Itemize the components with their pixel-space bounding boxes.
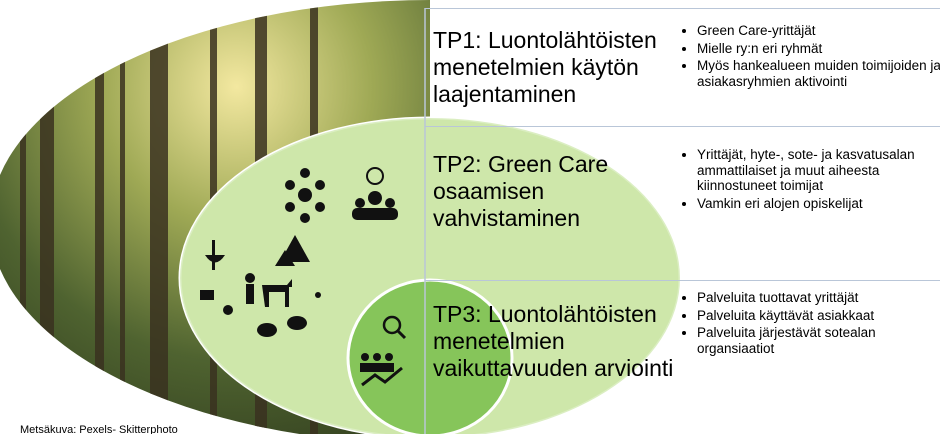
bullets: Palveluita tuottavat yrittäjät Palveluita… (687, 290, 940, 358)
bullets: Yrittäjät, hyte-, sote- ja kasvatusalan … (687, 147, 940, 213)
row: TP1: Luontolähtöisten menetelmien käytön… (425, 8, 940, 126)
row: TP3: Luontolähtöisten menetelmien vaikut… (425, 280, 940, 432)
row: TP2: Green Care osaamisen vahvistaminen … (425, 126, 940, 280)
row-title: TP3: Luontolähtöisten menetelmien vaikut… (433, 301, 681, 382)
bullet: Palveluita käyttävät asiakkaat (697, 308, 940, 324)
bullet: Yrittäjät, hyte-, sote- ja kasvatusalan … (697, 147, 940, 194)
bullets: Green Care-yrittäjät Mielle ry:n eri ryhm… (687, 23, 940, 91)
bullet: Palveluita tuottavat yrittäjät (697, 290, 940, 306)
caption: Metsäkuva: Pexels- Skitterphoto (20, 424, 178, 434)
bullet: Green Care-yrittäjät (697, 23, 940, 39)
bullet: Palveluita järjestävät sotealan organsia… (697, 325, 940, 356)
bullet: Mielle ry:n eri ryhmät (697, 41, 940, 57)
row-title: TP1: Luontolähtöisten menetelmien käytön… (433, 27, 681, 108)
bullet: Vamkin eri alojen opiskelijat (697, 196, 940, 212)
row-title: TP2: Green Care osaamisen vahvistaminen (433, 151, 681, 232)
bullet: Myös hankealueen muiden toimijoiden ja a… (697, 58, 940, 89)
slide: TP1: Luontolähtöisten menetelmien käytön… (0, 0, 940, 434)
